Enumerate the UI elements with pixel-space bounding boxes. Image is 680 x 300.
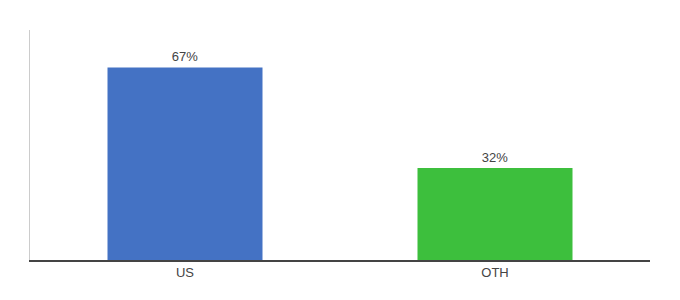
svg-text:32%: 32% — [482, 150, 508, 165]
svg-text:US: US — [176, 265, 194, 280]
svg-text:OTH: OTH — [481, 265, 508, 280]
svg-text:67%: 67% — [172, 49, 198, 64]
